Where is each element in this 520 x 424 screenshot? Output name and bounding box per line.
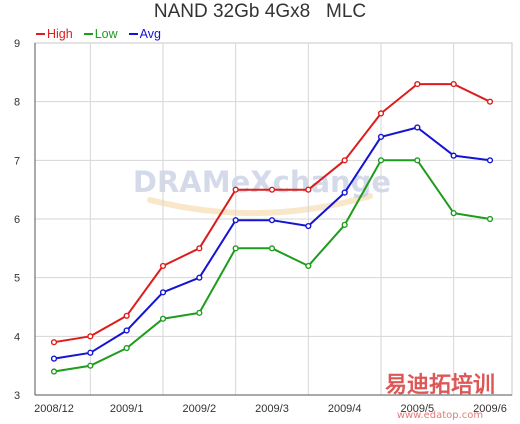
data-point-high <box>87 333 94 340</box>
data-point-avg <box>87 349 94 356</box>
data-point-low <box>450 210 457 217</box>
y-tick-label: 6 <box>14 214 20 226</box>
legend-item-high: High <box>36 26 73 41</box>
y-tick-label: 4 <box>14 331 20 343</box>
data-point-high <box>414 80 421 88</box>
watermark-site-url: www.edatop.com <box>397 410 483 421</box>
data-point-low <box>377 157 385 164</box>
data-point-avg <box>123 327 130 334</box>
x-tick-label: 2009/6 <box>473 403 507 415</box>
data-point-avg <box>50 355 58 362</box>
x-tick-label: 2009/2 <box>183 403 217 415</box>
data-point-high <box>232 186 239 193</box>
data-point-avg <box>341 189 348 196</box>
data-point-avg <box>268 217 276 224</box>
x-tick-label: 2009/1 <box>110 403 144 415</box>
data-point-low <box>159 315 167 322</box>
data-point-low <box>87 362 94 369</box>
data-point-avg <box>377 133 385 140</box>
data-point-avg <box>232 217 239 224</box>
data-point-high <box>450 80 457 88</box>
legend-label-low: Low <box>94 26 118 41</box>
data-point-high <box>159 262 167 270</box>
y-tick-label: 5 <box>14 273 20 285</box>
watermark-site-cn: 易迪拓培训 <box>385 372 495 398</box>
data-point-high <box>305 186 312 193</box>
x-tick-label: 2009/4 <box>328 403 362 415</box>
data-point-high <box>50 339 58 346</box>
y-tick-label: 8 <box>14 97 20 109</box>
data-point-high <box>196 245 203 252</box>
legend-item-avg: Avg <box>128 26 161 41</box>
legend-label-high: High <box>47 26 73 41</box>
data-point-high <box>123 312 130 319</box>
y-tick-label: 3 <box>14 390 20 402</box>
x-tick-label: 2009/5 <box>401 403 435 415</box>
data-point-low <box>232 245 239 252</box>
data-point-avg <box>486 157 494 164</box>
data-point-low <box>268 245 276 252</box>
legend-swatch-low <box>83 32 93 35</box>
data-point-low <box>50 368 58 375</box>
y-tick-label: 9 <box>14 38 20 50</box>
data-point-avg <box>196 274 203 281</box>
data-point-high <box>341 157 348 164</box>
legend: High Low Avg <box>36 26 172 41</box>
data-point-low <box>341 221 348 228</box>
watermark-swoosh <box>147 193 373 217</box>
data-point-high <box>486 98 494 105</box>
x-tick-label: 2008/12 <box>34 403 74 415</box>
data-point-low <box>305 262 312 270</box>
data-point-low <box>123 344 130 352</box>
data-point-low <box>196 309 203 316</box>
data-point-high <box>377 110 385 117</box>
data-point-low <box>486 215 494 223</box>
data-point-avg <box>159 289 167 296</box>
data-point-avg <box>305 222 312 230</box>
legend-label-avg: Avg <box>139 26 161 41</box>
data-point-high <box>268 186 276 193</box>
legend-item-low: Low <box>83 26 118 41</box>
watermark-logo: DRAMeXchange <box>133 165 391 199</box>
data-point-low <box>414 157 421 164</box>
chart-title: NAND 32Gb 4Gx8 MLC <box>153 1 367 22</box>
x-tick-label: 2009/3 <box>255 403 289 415</box>
legend-swatch-avg <box>128 32 138 35</box>
y-tick-label: 7 <box>14 155 20 167</box>
legend-swatch-high <box>36 32 45 35</box>
data-point-avg <box>450 152 457 159</box>
data-point-avg <box>414 124 421 131</box>
